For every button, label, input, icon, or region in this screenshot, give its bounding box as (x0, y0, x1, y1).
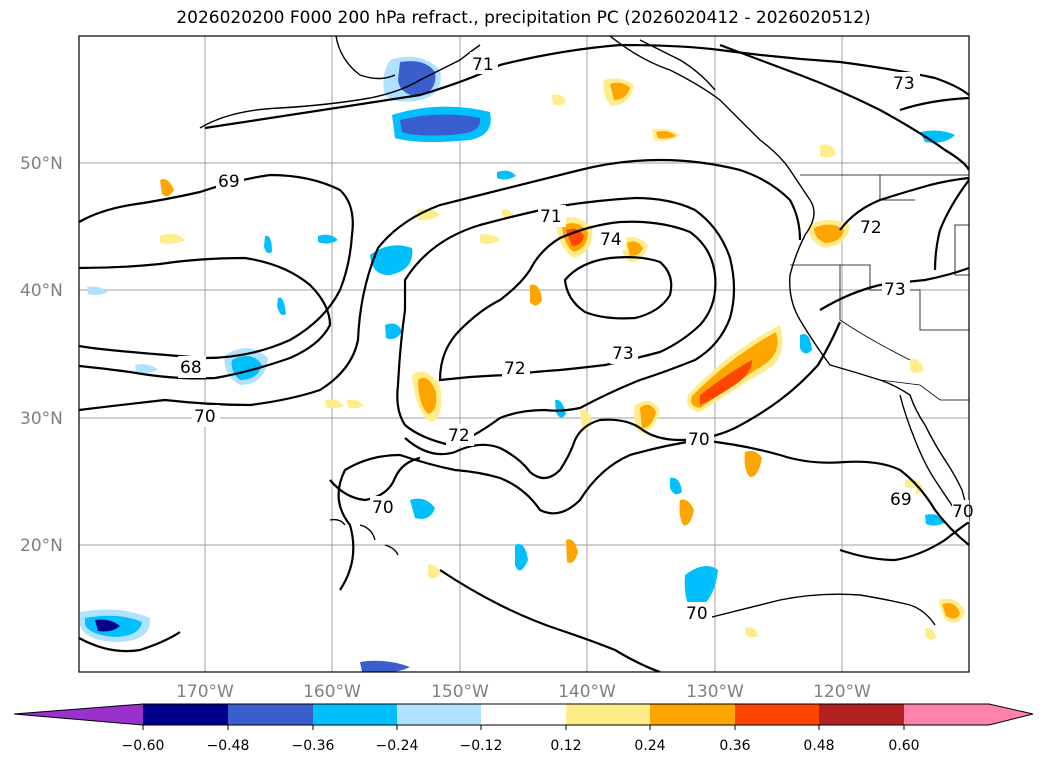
colorbar-tick-label: 0.48 (803, 738, 834, 754)
contour-label: 72 (504, 359, 526, 379)
colorbar-segment (313, 704, 397, 725)
contour-label: 70 (952, 502, 974, 522)
colorbar-tick-label: 0.36 (719, 738, 750, 754)
colorbar-segment (397, 704, 481, 725)
lat-label: 40°N (20, 281, 63, 301)
contour-label: 74 (600, 230, 622, 250)
lon-label: 140°W (558, 682, 616, 702)
colorbar-segment (14, 704, 143, 725)
longitude-labels: 170°W 160°W 150°W 140°W 130°W 120°W (176, 682, 871, 702)
lon-label: 120°W (813, 682, 871, 702)
contour-label: 73 (612, 344, 634, 364)
map-title: 2026020200 F000 200 hPa refract., precip… (176, 8, 871, 28)
colorbar-segment (735, 704, 819, 725)
colorbar-segment (989, 704, 1033, 725)
contour-label: 70 (686, 604, 708, 624)
colorbar-segment (650, 704, 735, 725)
colorbar-tick-label: 0.60 (888, 738, 919, 754)
colorbar-tick-label: −0.36 (292, 738, 335, 754)
lon-label: 150°W (431, 682, 489, 702)
lon-label: 130°W (686, 682, 744, 702)
refractivity-contours (79, 43, 969, 672)
map-frame (78, 35, 970, 673)
colorbar-tick-label: 0.12 (550, 738, 581, 754)
lon-label: 170°W (176, 682, 234, 702)
colorbar-tick-label: 0.24 (634, 738, 665, 754)
lat-label: 20°N (20, 536, 63, 556)
lon-label: 160°W (303, 682, 361, 702)
colorbar-segment (481, 704, 566, 725)
colorbar-tick-label: −0.48 (207, 738, 250, 754)
contour-label: 70 (688, 430, 710, 450)
latitude-labels: 50°N 40°N 30°N 20°N (20, 154, 63, 556)
lat-label: 50°N (20, 154, 63, 174)
gridlines (79, 36, 969, 672)
colorbar-segment (819, 704, 904, 725)
colorbar: −0.60 −0.48 −0.36 −0.24 −0.12 0.12 0.24 … (13, 703, 1034, 754)
contour-label: 72 (448, 426, 470, 446)
lat-label: 30°N (20, 409, 63, 429)
contour-label: 72 (860, 218, 882, 238)
colorbar-tick-label: −0.12 (460, 738, 503, 754)
contour-label: 69 (218, 172, 240, 192)
map-area (79, 36, 969, 672)
coastlines (199, 36, 969, 626)
contour-label: 73 (893, 74, 915, 94)
colorbar-tick-label: −0.60 (122, 738, 165, 754)
contour-label: 73 (884, 280, 906, 300)
colorbar-segment (904, 704, 989, 725)
contour-label: 70 (372, 498, 394, 518)
colorbar-segment (566, 704, 650, 725)
contour-label: 70 (194, 407, 216, 427)
contour-label: 71 (472, 55, 494, 75)
contour-label: 68 (180, 358, 202, 378)
contour-label: 69 (890, 490, 912, 510)
colorbar-segment (143, 704, 228, 725)
contour-labels: 71 73 69 71 74 72 68 73 72 70 72 70 73 7… (178, 52, 974, 624)
colorbar-tick-label: −0.24 (376, 738, 419, 754)
colorbar-segment (228, 704, 313, 725)
contour-label: 71 (540, 207, 562, 227)
